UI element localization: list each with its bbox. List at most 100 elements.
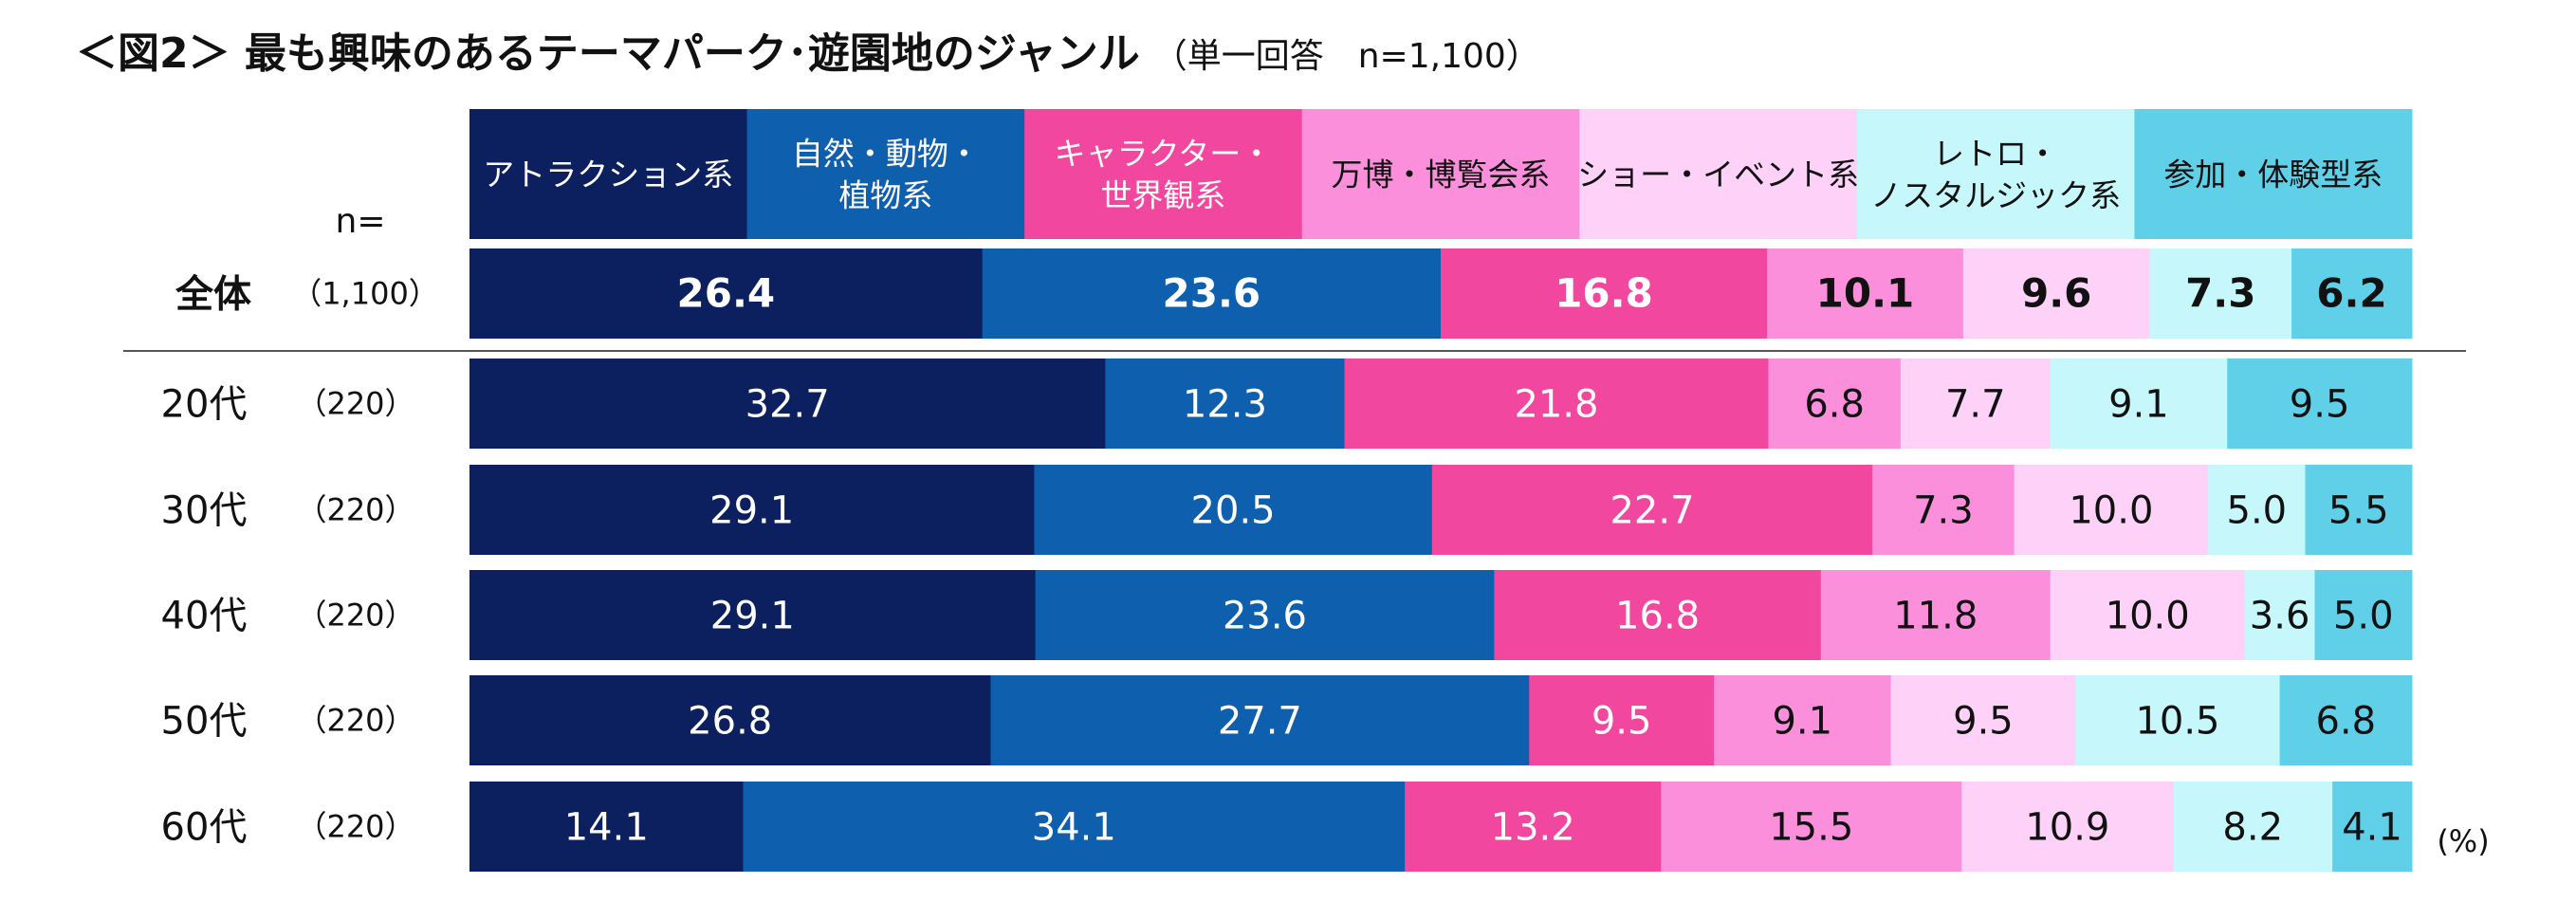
- data-label-r3-s7: 5.5: [2328, 489, 2389, 533]
- row-label-3: 30代: [161, 489, 248, 533]
- data-label-r1-s6: 7.3: [2185, 270, 2255, 317]
- data-label-r6-s2: 34.1: [1032, 806, 1116, 850]
- data-label-r5-s2: 27.7: [1218, 700, 1302, 744]
- n-header-label: n=: [336, 202, 386, 241]
- bar-segment-r1-s3: [1441, 248, 1768, 339]
- bar-segment-r4-s7: [2314, 570, 2413, 660]
- data-label-r2-s7: 9.5: [2290, 383, 2350, 427]
- bar-segment-r1-s5: [1962, 248, 2151, 339]
- data-label-r6-s1: 14.1: [564, 806, 649, 850]
- bar-segment-r3-s2: [1034, 465, 1433, 555]
- bar-segment-r5-s3: [1529, 675, 1715, 765]
- data-label-r3-s1: 29.1: [709, 489, 794, 533]
- row-label-1: 全体: [175, 273, 251, 317]
- bar-segment-r4-s2: [1035, 570, 1495, 660]
- row-n-3: （220）: [296, 492, 414, 528]
- bar-segment-r5-s2: [990, 675, 1530, 765]
- row-label-6: 60代: [161, 806, 248, 850]
- legend-label-7: 参加・体験型系: [2163, 156, 2383, 193]
- row-n-4: （220）: [296, 598, 414, 634]
- legend-label-6-line2: ノスタルジック系: [1870, 177, 2121, 214]
- legend-label-1: アトラクション系: [483, 156, 733, 193]
- bar-segment-r3-s5: [2014, 465, 2209, 555]
- legend-cell-6: [1856, 109, 2135, 239]
- legend-label-2-line2: 植物系: [838, 177, 932, 214]
- bar-segment-r5-s7: [2279, 675, 2413, 765]
- bar-segment-r2-s5: [1900, 359, 2052, 449]
- data-label-r6-s6: 8.2: [2222, 806, 2283, 850]
- bar-segment-r5-s1: [469, 675, 991, 765]
- data-label-r1-s2: 23.6: [1163, 270, 1261, 317]
- bar-segment-r3-s4: [1872, 465, 2015, 555]
- unit-label: (%): [2437, 823, 2489, 859]
- row-n-6: （220）: [296, 809, 414, 845]
- bar-segment-r3-s3: [1431, 465, 1873, 555]
- bar-segment-r1-s6: [2149, 248, 2292, 339]
- legend-label-2-line1: 自然・動物・: [792, 136, 980, 173]
- data-label-r3-s6: 5.0: [2227, 489, 2288, 533]
- data-label-r1-s5: 9.6: [2021, 270, 2091, 317]
- data-label-r1-s3: 16.8: [1555, 270, 1653, 317]
- bar-segment-r4-s5: [2050, 570, 2246, 660]
- bar-segment-r6-s6: [2173, 782, 2333, 872]
- data-label-r2-s2: 12.3: [1183, 383, 1267, 427]
- data-label-r1-s7: 6.2: [2316, 270, 2386, 317]
- data-label-r5-s3: 9.5: [1592, 700, 1652, 744]
- bar-segment-r3-s6: [2208, 465, 2306, 555]
- data-label-r5-s1: 26.8: [688, 700, 772, 744]
- legend-cell-4: [1301, 109, 1580, 239]
- chart-title: ＜図2＞ 最も興味のあるテーマパーク･遊園地のジャンル （単一回答 n=1,100…: [76, 19, 1540, 80]
- bar-segment-r6-s1: [469, 782, 744, 872]
- row-label-2: 20代: [161, 383, 248, 427]
- row-n-5: （220）: [296, 703, 414, 739]
- data-label-r5-s6: 10.5: [2135, 700, 2219, 744]
- data-label-r4-s3: 16.8: [1615, 595, 1700, 638]
- data-label-r2-s1: 32.7: [745, 383, 830, 427]
- bar-segment-r4-s3: [1494, 570, 1822, 660]
- data-label-r6-s5: 10.9: [2025, 806, 2109, 850]
- bar-segment-r6-s7: [2332, 782, 2413, 872]
- legend-label-5: ショー・イベント系: [1577, 156, 1859, 193]
- legend-cell-1: [469, 109, 748, 239]
- data-label-r6-s7: 4.1: [2342, 806, 2402, 850]
- data-label-r2-s4: 6.8: [1804, 383, 1865, 427]
- bar-segment-r2-s4: [1768, 359, 1902, 449]
- bar-segment-r5-s4: [1714, 675, 1892, 765]
- bar-segment-r2-s1: [469, 359, 1106, 449]
- chart-rows: 全体 （1,100） 26.4 23.6 16.8 10.1 9.6 7.3 6.2 20代 （22…: [161, 248, 2413, 872]
- bar-segment-r2-s2: [1105, 359, 1346, 449]
- legend-header: アトラクション系 自然・動物・植物系 キャラクター・世界観系 万博・博覧会系 ショー・イ…: [469, 109, 2413, 239]
- data-label-r2-s3: 21.8: [1514, 383, 1598, 427]
- bar-segment-r4-s4: [1820, 570, 2052, 660]
- bar-segment-r1-s2: [982, 248, 1442, 339]
- bar-segment-r5-s5: [1890, 675, 2076, 765]
- legend-cell-3: [1024, 109, 1303, 239]
- row-n-2: （220）: [296, 386, 414, 422]
- data-label-r1-s4: 10.1: [1816, 270, 1915, 317]
- row-n-1: （1,100）: [291, 276, 439, 312]
- chart-title-text: ＜図2＞ 最も興味のあるテーマパーク･遊園地のジャンル: [76, 29, 1140, 78]
- data-label-r5-s5: 9.5: [1953, 700, 2014, 744]
- legend-label-3-line1: キャラクター・: [1055, 136, 1273, 173]
- data-label-r4-s2: 23.6: [1223, 595, 1307, 638]
- data-label-r3-s2: 20.5: [1191, 489, 1276, 533]
- bar-segment-r6-s5: [1961, 782, 2174, 872]
- data-label-r3-s3: 22.7: [1610, 489, 1694, 533]
- legend-cell-5: [1579, 109, 1858, 239]
- legend-label-4: 万博・博覧会系: [1332, 156, 1551, 193]
- legend-cell-7: [2134, 109, 2413, 239]
- row-label-4: 40代: [161, 595, 248, 638]
- bar-segment-r3-s1: [469, 465, 1035, 555]
- bar-segment-r2-s6: [2050, 359, 2228, 449]
- bar-segment-r6-s4: [1661, 782, 1962, 872]
- bar-segment-r1-s7: [2291, 248, 2413, 339]
- legend-label-3-line2: 世界観系: [1100, 177, 1225, 214]
- data-label-r5-s7: 6.8: [2315, 700, 2376, 744]
- data-label-r1-s1: 26.4: [677, 270, 776, 317]
- bar-segment-r6-s3: [1405, 782, 1662, 872]
- data-label-r6-s4: 15.5: [1769, 806, 1853, 850]
- data-label-r4-s4: 11.8: [1893, 595, 1978, 638]
- chart-subtitle: （単一回答 n=1,100）: [1152, 37, 1540, 76]
- data-label-r5-s4: 9.1: [1772, 700, 1832, 744]
